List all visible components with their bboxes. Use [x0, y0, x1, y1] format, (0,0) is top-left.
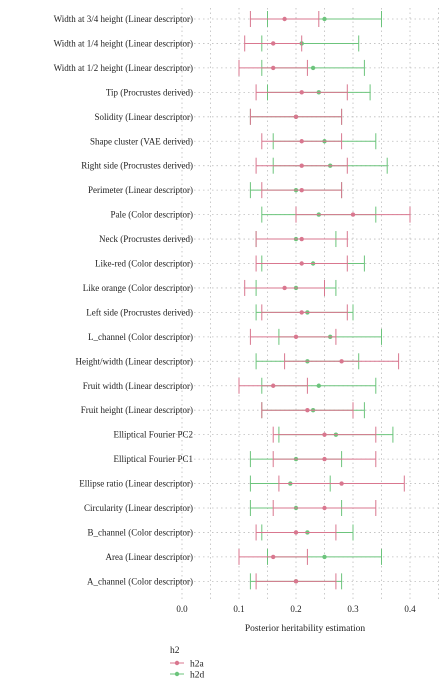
legend-swatch-point — [174, 660, 180, 666]
h2a-point — [322, 456, 327, 462]
trait-label: Tip (Procrustes derived) — [106, 87, 193, 97]
trait-label: Elliptical Fourier PC2 — [114, 430, 194, 440]
trait-labels: Width at 3/4 height (Linear descriptor) W… — [54, 14, 193, 586]
trait-label: Fruit height (Linear descriptor) — [81, 405, 193, 415]
x-axis-title: Posterior heritability estimation — [245, 624, 366, 634]
trait-label: Width at 1/2 height (Linear descriptor) — [54, 63, 193, 73]
x-tick-label: 0.4 — [404, 604, 416, 614]
h2a-point — [282, 16, 287, 22]
h2a-interval — [255, 84, 348, 101]
h2a-interval — [278, 475, 405, 492]
trait-label: Like-red (Color descriptor) — [95, 259, 193, 269]
trait-label: Solidity (Linear descriptor) — [95, 112, 193, 122]
x-tick-label: 0.3 — [347, 604, 359, 614]
h2a-point — [299, 90, 304, 95]
legend-item-h2a: h2a — [170, 660, 205, 670]
h2a-point — [339, 481, 344, 486]
h2a-point — [293, 114, 299, 120]
h2a-point — [299, 139, 304, 144]
h2a-point — [299, 163, 304, 168]
legend-swatch-point — [174, 671, 180, 677]
trait-label: Shape cluster (VAE derived) — [90, 136, 193, 146]
h2a-point — [271, 41, 276, 46]
trait-label: Right side (Procrustes derived) — [81, 161, 193, 171]
legend-item-h2d: h2d — [170, 671, 205, 681]
h2a-point — [299, 187, 304, 193]
h2a-interval — [238, 548, 308, 565]
trait-label: Fruit width (Linear descriptor) — [83, 381, 193, 391]
h2a-interval — [261, 304, 348, 321]
h2a-point — [293, 579, 299, 584]
trait-label: Ellipse ratio (Linear descriptor) — [79, 479, 193, 489]
h2a-point — [293, 530, 299, 535]
h2a-interval — [255, 231, 348, 248]
h2a-interval — [261, 402, 354, 419]
x-axis-ticks: 0.0 0.1 0.2 0.3 0.4 — [176, 604, 416, 614]
x-tick-label: 0.2 — [290, 604, 301, 614]
h2a-interval — [261, 182, 343, 199]
h2a-interval — [238, 59, 308, 76]
h2a-interval — [272, 426, 377, 443]
h2a-point — [293, 334, 299, 340]
trait-label: Pale (Color descriptor) — [111, 210, 193, 220]
h2a-point — [299, 236, 304, 242]
h2a-point — [299, 261, 304, 266]
trait-label: Elliptical Fourier PC1 — [114, 454, 194, 464]
h2a-point — [271, 383, 276, 388]
h2a-interval — [238, 377, 308, 394]
h2a-point — [282, 285, 287, 291]
h2a-point — [271, 554, 276, 560]
x-tick-label: 0.0 — [176, 604, 188, 614]
h2a-point — [305, 408, 310, 413]
h2a-interval — [255, 573, 337, 590]
h2a-interval — [284, 353, 400, 370]
h2a-interval — [249, 11, 320, 27]
h2a-interval — [244, 35, 303, 52]
trait-label: L_channel (Color descriptor) — [88, 332, 193, 342]
h2a-interval — [249, 328, 337, 345]
h2a-interval — [261, 133, 343, 150]
h2d-point — [322, 554, 327, 560]
legend-label: h2a — [190, 660, 205, 670]
h2d-point — [322, 16, 327, 22]
h2a-point — [350, 212, 356, 217]
h2a-interval — [272, 500, 377, 516]
h2a-interval — [255, 255, 348, 272]
legend-title: h2 — [170, 646, 180, 656]
h2a-interval — [255, 157, 348, 174]
trait-label: B_channel (Color descriptor) — [88, 527, 193, 537]
trait-label: Circularity (Linear descriptor) — [84, 503, 193, 513]
h2a-point — [339, 359, 344, 364]
trait-label: Like orange (Color descriptor) — [83, 283, 193, 293]
trait-label: Neck (Procrustes derived) — [99, 234, 193, 244]
h2a-interval — [244, 279, 325, 296]
h2a-point — [299, 310, 304, 315]
trait-label: Area (Linear descriptor) — [106, 552, 193, 562]
trait-label: Perimeter (Linear descriptor) — [88, 185, 193, 195]
h2a-interval — [272, 451, 377, 468]
h2a-point — [322, 505, 327, 511]
trait-label: Width at 1/4 height (Linear descriptor) — [54, 38, 193, 48]
trait-label: A_channel (Color descriptor) — [87, 576, 193, 586]
h2a-interval — [249, 108, 343, 125]
h2d-point — [310, 65, 316, 71]
h2a-interval — [295, 206, 411, 223]
x-tick-label: 0.1 — [233, 604, 244, 614]
h2a-interval — [255, 524, 337, 541]
trait-label: Left side (Procrustes derived) — [86, 307, 193, 317]
h2a-point — [271, 65, 276, 71]
trait-label: Width at 3/4 height (Linear descriptor) — [54, 14, 193, 24]
h2d-point — [316, 383, 321, 388]
h2a-point — [322, 432, 327, 437]
estimate-marks — [238, 11, 411, 590]
trait-label: Height/width (Linear descriptor) — [76, 356, 193, 366]
grid — [176, 8, 440, 600]
legend-label: h2d — [190, 671, 205, 681]
